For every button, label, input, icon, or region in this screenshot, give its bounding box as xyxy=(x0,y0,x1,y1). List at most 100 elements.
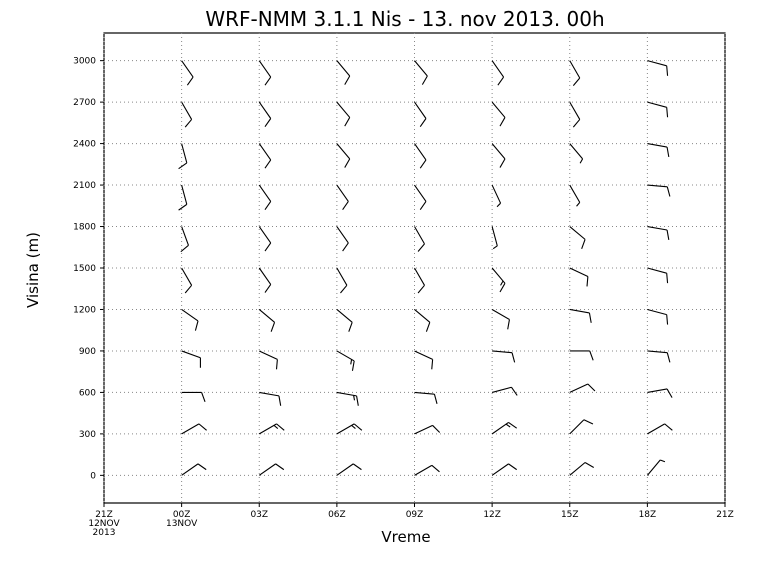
x-tick-label: 06Z xyxy=(328,510,346,520)
wind-barb xyxy=(647,423,673,435)
wind-barb xyxy=(336,350,355,371)
wind-barb xyxy=(647,184,671,197)
wind-barb xyxy=(259,391,282,406)
wind-barb xyxy=(491,421,518,435)
wind-barb xyxy=(569,60,581,86)
wind-barb xyxy=(491,226,498,250)
wind-barb xyxy=(178,184,188,211)
wind-barb xyxy=(491,184,502,208)
x-axis-label: Vreme xyxy=(381,528,430,546)
y-tick-label: 300 xyxy=(79,430,96,440)
wind-barb xyxy=(336,101,351,127)
wind-barb xyxy=(180,226,189,253)
wind-barb xyxy=(258,143,272,169)
wind-barb xyxy=(569,383,596,393)
wind-barb xyxy=(414,309,431,332)
wind-barb xyxy=(336,143,351,168)
wind-barb xyxy=(258,101,272,128)
wind-barb xyxy=(569,419,594,435)
wind-barb xyxy=(647,267,669,284)
wind-barb xyxy=(491,60,505,86)
wind-barb xyxy=(414,143,427,169)
wind-barb xyxy=(181,309,199,331)
wind-barb xyxy=(569,462,595,476)
wind-barb xyxy=(569,267,589,287)
wind-barb xyxy=(336,423,363,435)
x-tick-label: 03Z xyxy=(250,510,268,520)
wind-barb xyxy=(181,267,193,294)
y-tick-label: 600 xyxy=(79,388,96,398)
wind-barb xyxy=(258,184,272,210)
y-tick-label: 1500 xyxy=(73,264,96,274)
wind-barb xyxy=(259,350,278,370)
wind-barb xyxy=(491,267,506,293)
wind-barb xyxy=(491,386,518,396)
x-tick-label: 09Z xyxy=(406,510,424,520)
x-tick-label: 00Z 13NOV xyxy=(166,510,198,529)
wind-barb xyxy=(336,267,348,294)
wind-barb xyxy=(178,143,188,170)
wind-barb xyxy=(569,143,584,164)
wind-barb xyxy=(414,226,425,252)
wind-barb xyxy=(258,60,272,86)
wind-barb xyxy=(647,350,671,363)
wind-barb xyxy=(414,60,428,85)
wind-barb xyxy=(491,101,506,127)
y-axis-label: Visina (m) xyxy=(24,232,42,308)
wind-barb xyxy=(336,226,349,252)
x-tick-label: 21Z 12NOV 2013 xyxy=(88,510,120,538)
y-tick-label: 1200 xyxy=(73,305,96,315)
chart-title: WRF-NMM 3.1.1 Nis - 13. nov 2013. 00h xyxy=(205,7,604,31)
wind-barb xyxy=(647,225,670,240)
wind-barb xyxy=(647,388,673,398)
wind-barb xyxy=(647,308,669,325)
wind-barb xyxy=(258,423,285,435)
wind-barb xyxy=(647,60,669,76)
x-tick-label: 12Z xyxy=(483,510,501,520)
wind-barb xyxy=(646,459,666,476)
wind-barb xyxy=(414,464,440,476)
wind-barb xyxy=(258,226,272,252)
wind-barb xyxy=(491,463,518,476)
wind-barb xyxy=(258,267,272,293)
wind-barb xyxy=(569,226,586,249)
y-tick-label: 1800 xyxy=(73,223,96,233)
y-tick-label: 2400 xyxy=(73,140,96,150)
wind-barb xyxy=(181,423,207,435)
wind-barb xyxy=(414,184,427,210)
wind-barb xyxy=(414,267,425,294)
wind-barb xyxy=(181,391,206,402)
x-tick-label: 15Z xyxy=(561,510,579,520)
wind-barb xyxy=(414,350,434,370)
wind-barb xyxy=(569,184,581,207)
wind-barb xyxy=(181,463,207,476)
wind-barb xyxy=(181,101,193,128)
wind-barb xyxy=(492,350,516,363)
wind-barb xyxy=(336,309,353,332)
wind-barb xyxy=(336,60,351,85)
wind-barb xyxy=(414,391,438,404)
x-tick-label: 18Z xyxy=(639,510,657,520)
wind-barb xyxy=(414,424,441,435)
wind-barb xyxy=(569,101,581,128)
wind-barb xyxy=(336,184,349,210)
y-tick-label: 3000 xyxy=(73,57,96,67)
y-tick-label: 900 xyxy=(79,347,96,357)
wind-barb xyxy=(258,463,285,476)
wind-barb xyxy=(491,308,510,330)
y-tick-label: 2700 xyxy=(73,98,96,108)
wind-barb xyxy=(569,308,592,323)
y-tick-label: 0 xyxy=(90,471,96,481)
wind-barb xyxy=(336,463,362,476)
wind-barb xyxy=(181,350,201,368)
x-tick-label: 21Z xyxy=(716,510,734,520)
wind-barb xyxy=(647,143,670,158)
wind-barb xyxy=(414,101,427,128)
y-tick-label: 2100 xyxy=(73,181,96,191)
wind-barb xyxy=(647,101,669,118)
wind-barb xyxy=(181,60,194,86)
wind-barb xyxy=(258,309,276,332)
wind-barb xyxy=(569,350,594,361)
wind-barb xyxy=(336,391,359,406)
